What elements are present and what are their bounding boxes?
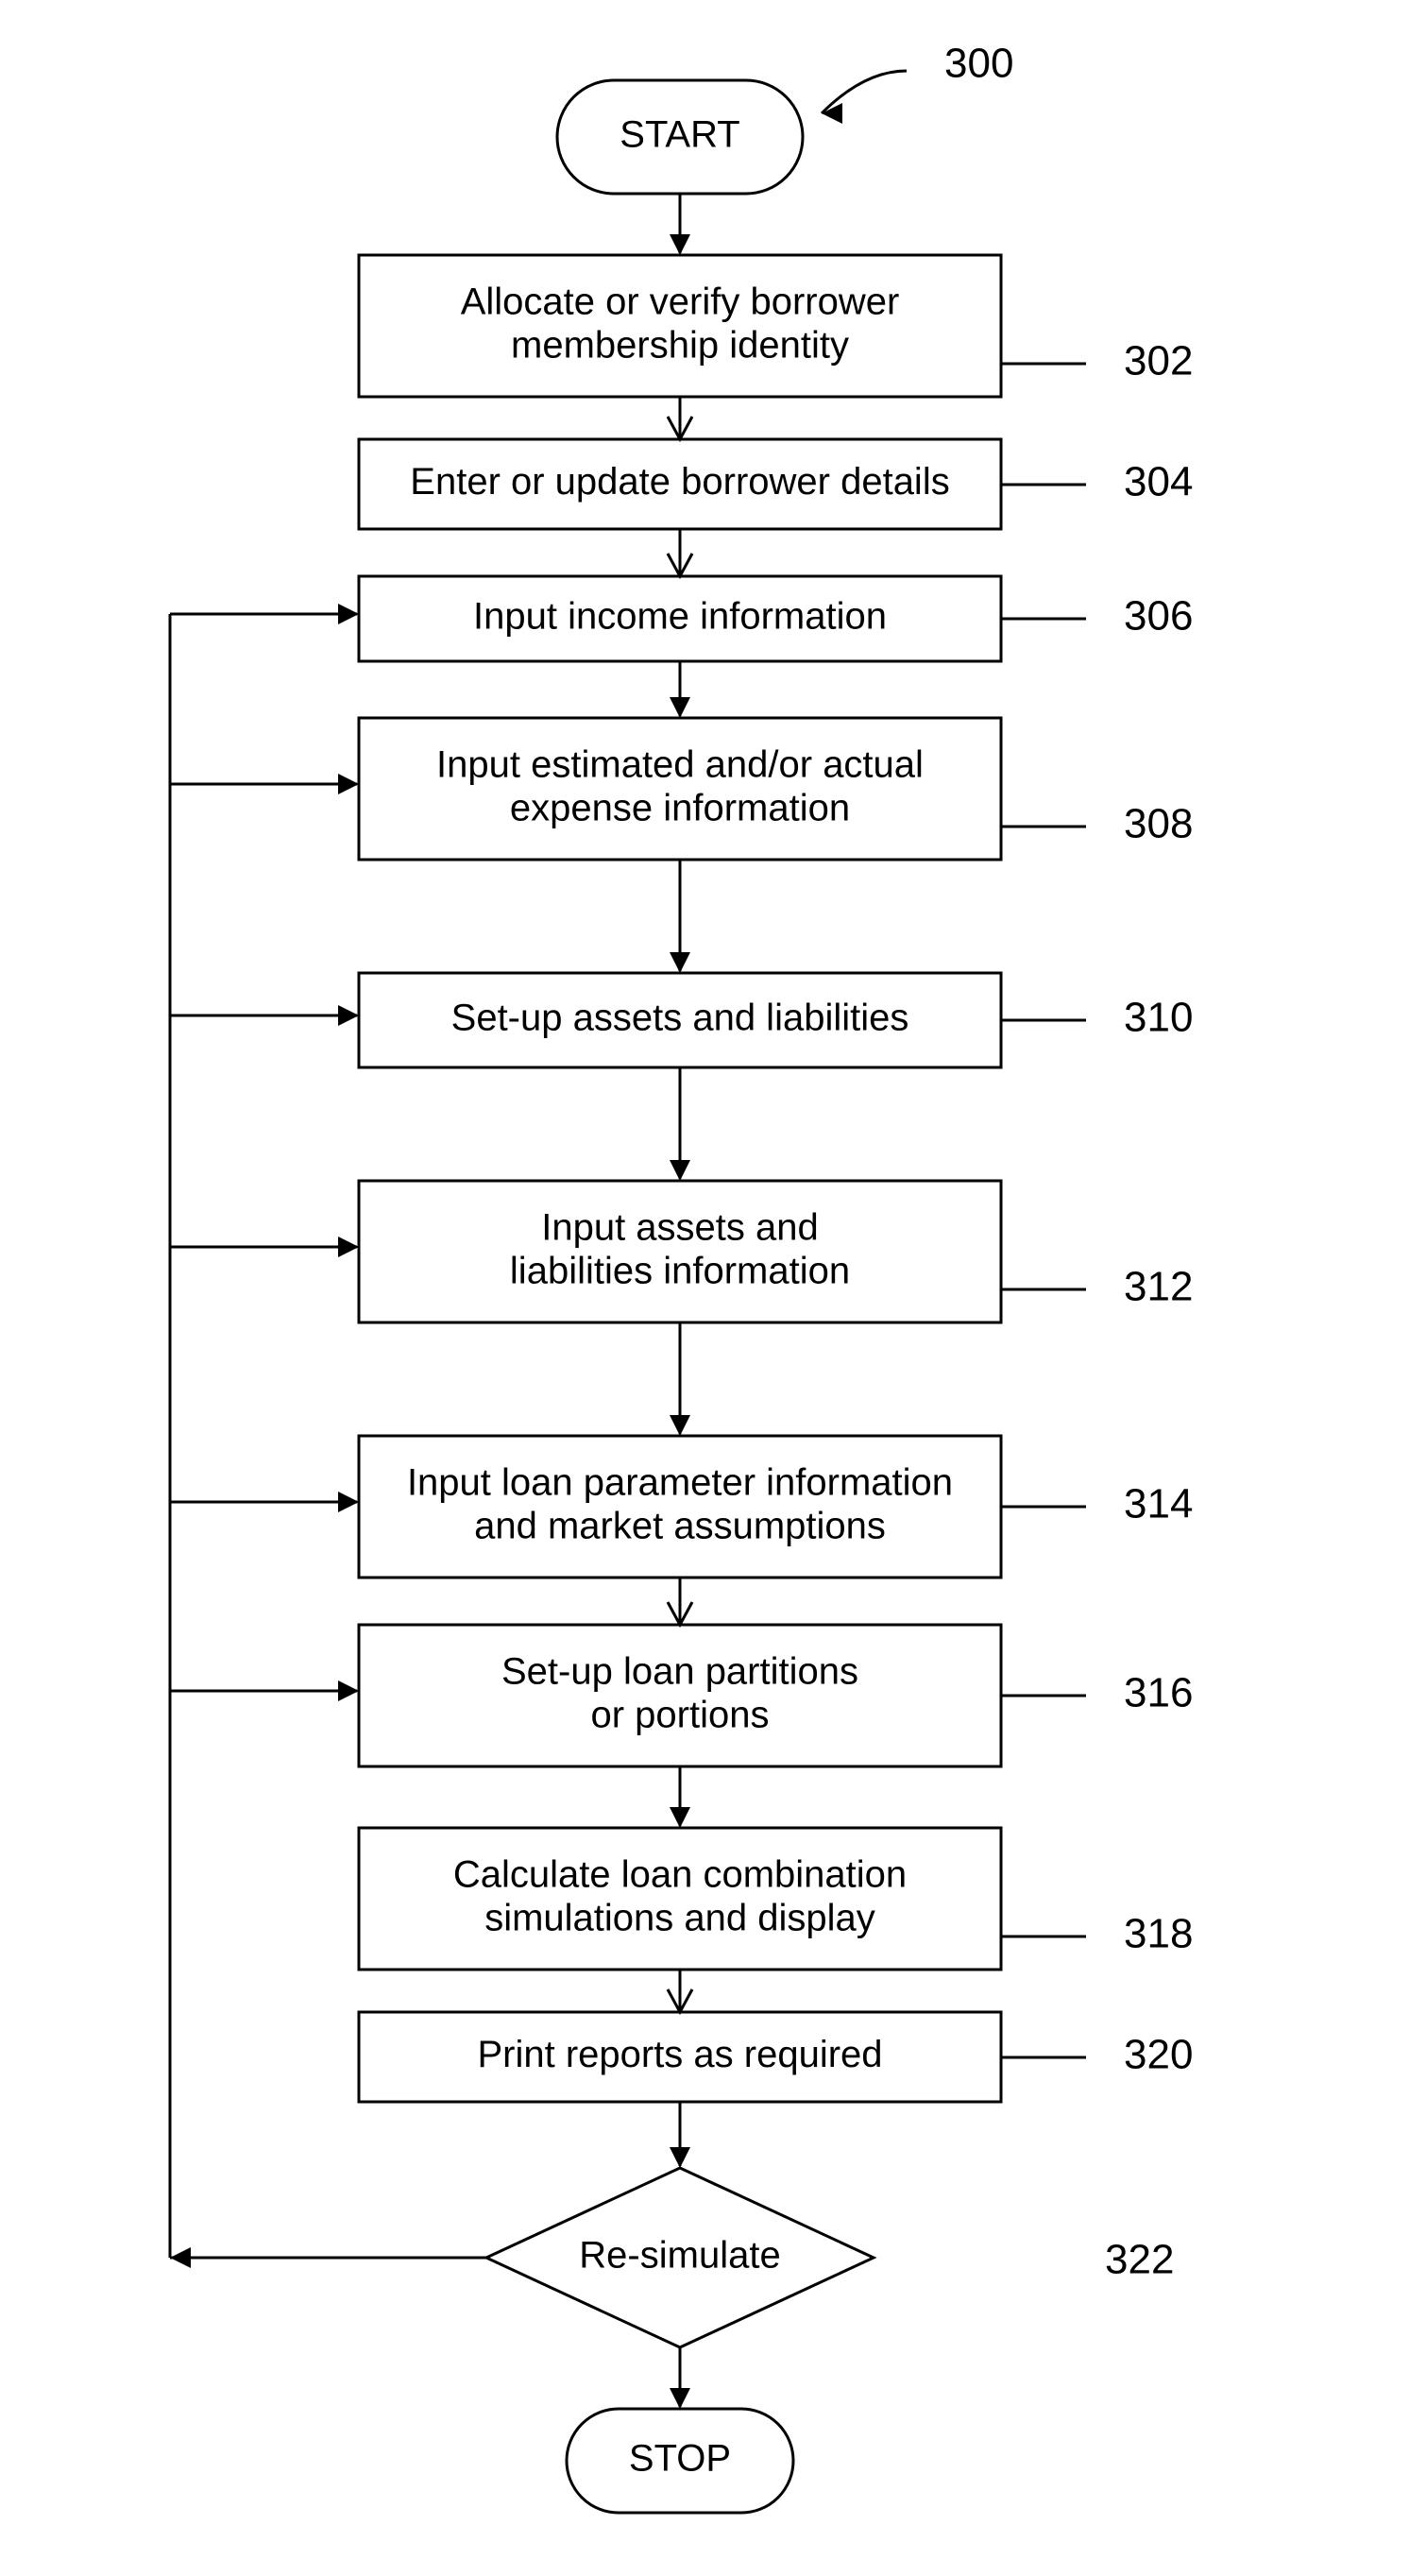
svg-text:Input assets and: Input assets and (541, 1207, 819, 1249)
svg-text:membership identity: membership identity (511, 325, 849, 367)
svg-text:Set-up assets and liabilities: Set-up assets and liabilities (451, 998, 909, 1039)
svg-text:Calculate loan combination: Calculate loan combination (453, 1854, 907, 1896)
svg-text:Print reports as required: Print reports as required (477, 2034, 882, 2075)
svg-text:or portions: or portions (591, 1695, 770, 1736)
svg-text:Allocate or verify borrower: Allocate or verify borrower (461, 281, 900, 323)
svg-text:and market assumptions: and market assumptions (474, 1506, 886, 1547)
svg-text:expense information: expense information (510, 788, 850, 829)
svg-text:300: 300 (944, 41, 1013, 87)
svg-text:Input estimated and/or actual: Input estimated and/or actual (436, 744, 924, 786)
svg-text:Set-up loan partitions: Set-up loan partitions (501, 1651, 858, 1693)
svg-text:302: 302 (1124, 338, 1193, 384)
svg-text:liabilities information: liabilities information (510, 1251, 850, 1292)
svg-text:Input loan parameter informati: Input loan parameter information (407, 1462, 953, 1504)
svg-text:Enter or update borrower detai: Enter or update borrower details (410, 461, 949, 503)
svg-text:310: 310 (1124, 995, 1193, 1041)
svg-text:314: 314 (1124, 1481, 1193, 1527)
svg-text:308: 308 (1124, 801, 1193, 847)
svg-text:306: 306 (1124, 593, 1193, 640)
svg-text:304: 304 (1124, 459, 1193, 505)
svg-text:Input income information: Input income information (473, 596, 887, 638)
svg-text:312: 312 (1124, 1264, 1193, 1310)
svg-text:316: 316 (1124, 1670, 1193, 1716)
svg-text:318: 318 (1124, 1911, 1193, 1957)
svg-text:Re-simulate: Re-simulate (579, 2235, 780, 2277)
svg-text:simulations and display: simulations and display (484, 1898, 875, 1939)
svg-text:STOP: STOP (629, 2438, 731, 2480)
svg-text:322: 322 (1105, 2237, 1174, 2283)
svg-text:320: 320 (1124, 2032, 1193, 2078)
svg-text:START: START (620, 114, 739, 156)
